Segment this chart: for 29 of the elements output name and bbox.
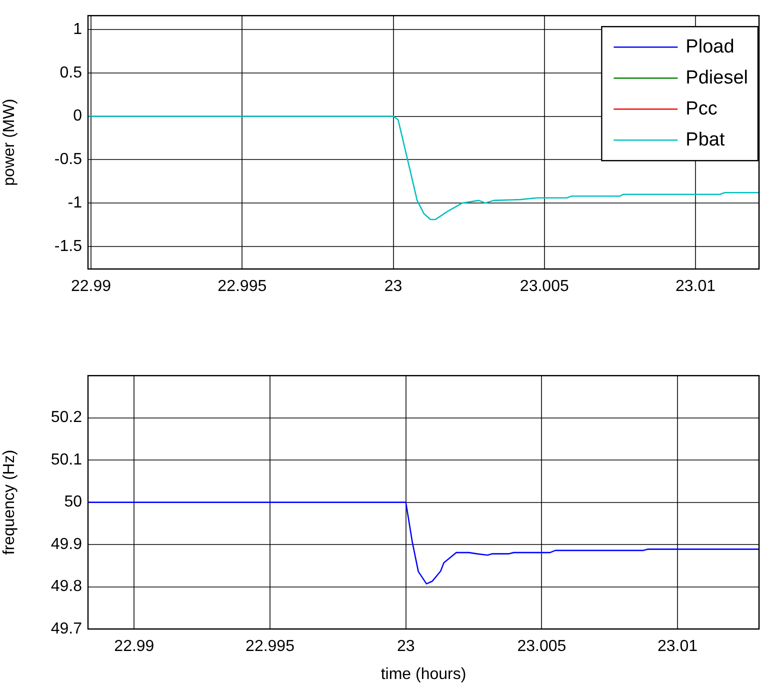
y-tick-label: 1 xyxy=(73,20,82,38)
y-tick-label: 49.7 xyxy=(50,620,82,638)
legend-label: Pdiesel xyxy=(686,67,748,88)
x-tick-label: 22.99 xyxy=(71,278,112,296)
x-tick-label: 23.005 xyxy=(520,278,569,296)
x-tick-label: 23.005 xyxy=(517,638,566,656)
x-tick-label: 23.01 xyxy=(676,278,716,296)
x-tick-label: 22.99 xyxy=(114,638,154,656)
x-tick-label: 22.995 xyxy=(218,278,267,296)
y-tick-label: 0.5 xyxy=(60,64,82,82)
y-tick-label: -0.5 xyxy=(54,151,82,168)
legend-label: Pload xyxy=(686,36,734,58)
legend-label: Pbat xyxy=(686,129,726,150)
x-tick-label: 23 xyxy=(384,278,402,296)
y-tick-label: 50.2 xyxy=(50,409,82,426)
y-tick-label: -1.5 xyxy=(54,238,82,255)
y-tick-label: 0 xyxy=(73,108,82,125)
x-tick-label: 23.01 xyxy=(657,638,698,656)
y-tick-label: -1 xyxy=(68,194,82,212)
x-axis-title: time (hours) xyxy=(380,666,466,683)
y-axis-title: power (MW) xyxy=(1,98,18,186)
y-tick-label: 49.8 xyxy=(50,578,82,596)
y-tick-label: 50 xyxy=(64,494,82,511)
x-tick-label: 23 xyxy=(396,638,415,656)
y-tick-label: 50.1 xyxy=(50,451,82,468)
y-tick-label: 49.9 xyxy=(50,536,82,553)
x-tick-label: 22.995 xyxy=(246,638,295,656)
legend-label: Pcc xyxy=(686,98,718,120)
y-axis-title: frequency (Hz) xyxy=(1,450,18,555)
